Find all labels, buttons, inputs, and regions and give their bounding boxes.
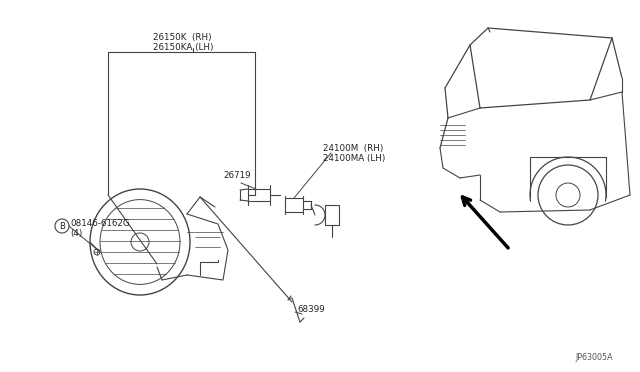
Text: 24100M  (RH): 24100M (RH) <box>323 144 383 153</box>
Text: 26719: 26719 <box>223 170 251 180</box>
Text: 24100MA (LH): 24100MA (LH) <box>323 154 385 163</box>
Text: 26150KA (LH): 26150KA (LH) <box>153 42 214 51</box>
Text: 26150K  (RH): 26150K (RH) <box>153 32 212 42</box>
Text: B: B <box>59 221 65 231</box>
Text: JP63005A: JP63005A <box>575 353 612 362</box>
Text: (4): (4) <box>70 228 83 237</box>
Text: 68399: 68399 <box>297 305 324 314</box>
Text: 08146-6162G: 08146-6162G <box>70 218 130 228</box>
Bar <box>325 205 339 225</box>
